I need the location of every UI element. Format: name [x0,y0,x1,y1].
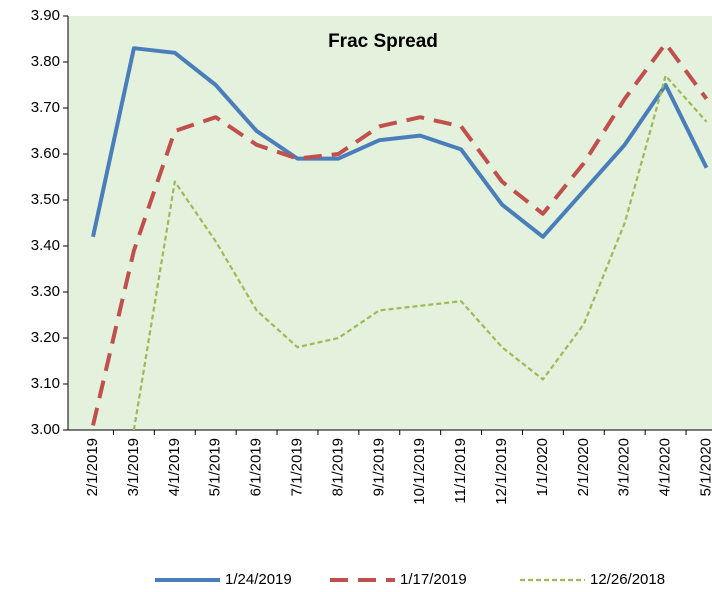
x-tick-label: 10/1/2019 [411,438,428,505]
x-tick-label: 2/1/2019 [84,438,101,496]
x-tick-label: 3/1/2020 [616,438,633,496]
y-tick-label: 3.50 [31,191,60,208]
x-tick-label: 6/1/2019 [248,438,265,496]
series-line [132,74,708,430]
y-tick-label: 3.80 [31,53,60,70]
x-tick-label: 4/1/2020 [657,438,674,496]
x-tick-label: 11/1/2019 [452,438,469,504]
y-tick-label: 3.10 [31,375,60,392]
y-tick-label: 3.40 [31,237,60,254]
x-tick-label: 5/1/2019 [207,438,224,496]
x-tick-label: 2/1/2020 [575,438,592,496]
x-tick-label: 5/1/2020 [697,438,712,496]
plot-lines [91,41,709,430]
chart-title: Frac Spread [328,31,438,52]
x-tick-label: 8/1/2019 [329,438,346,496]
y-tick-label: 3.30 [31,283,60,300]
y-tick-label: 3.60 [31,145,60,162]
y-tick-label: 3.00 [31,421,60,438]
x-tick-label: 7/1/2019 [288,438,305,496]
x-tick-label: 1/1/2020 [534,438,551,496]
legend-label: 12/26/2018 [590,571,665,588]
plot-area [68,16,712,430]
x-tick-label: 3/1/2019 [125,438,142,496]
x-tick-label: 9/1/2019 [370,438,387,496]
y-tick-label: 3.20 [31,329,60,346]
legend-label: 1/17/2019 [400,571,467,588]
x-tick-label: 12/1/2019 [493,438,510,505]
x-tick-label: 4/1/2019 [166,438,183,496]
y-tick-label: 3.70 [31,99,60,116]
legend-label: 1/24/2019 [225,571,292,588]
y-tick-label: 3.90 [31,7,60,24]
series-line [91,46,709,239]
